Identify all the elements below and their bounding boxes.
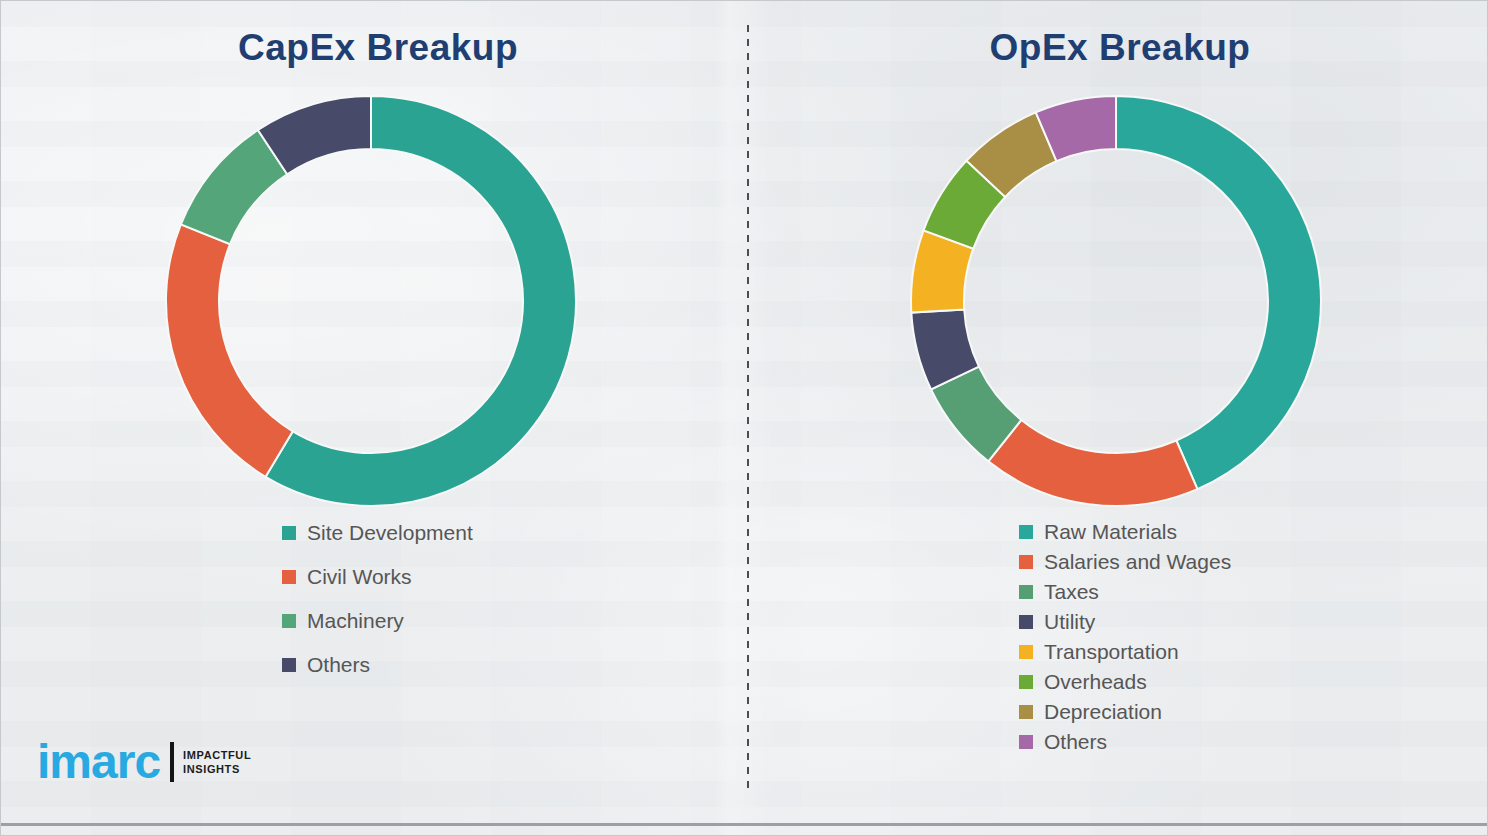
legend-swatch: [1019, 645, 1033, 659]
legend-label: Salaries and Wages: [1044, 550, 1231, 574]
donut-segment-civil-works: [166, 224, 293, 476]
legend-item: Salaries and Wages: [1019, 547, 1231, 577]
opex-donut-chart: [906, 91, 1326, 511]
opex-legend: Raw Materials Salaries and Wages Taxes Util…: [1019, 517, 1231, 757]
legend-label: Civil Works: [307, 565, 412, 589]
legend-label: Transportation: [1044, 640, 1179, 664]
legend-label: Others: [307, 653, 370, 677]
logo-tagline: IMPACTFUL INSIGHTS: [183, 748, 251, 777]
donut-segment-salaries-and-wages: [988, 420, 1197, 506]
legend-item: Site Development: [282, 511, 473, 555]
legend-item: Depreciation: [1019, 697, 1231, 727]
legend-item: Others: [1019, 727, 1231, 757]
divider-dashed-line: [747, 25, 749, 791]
legend-item: Others: [282, 643, 473, 687]
legend-swatch: [1019, 675, 1033, 689]
bottom-border-strip: [1, 823, 1487, 826]
legend-swatch: [1019, 585, 1033, 599]
legend-swatch: [282, 614, 296, 628]
legend-item: Taxes: [1019, 577, 1231, 607]
legend-item: Overheads: [1019, 667, 1231, 697]
legend-item: Raw Materials: [1019, 517, 1231, 547]
logo-tagline-line1: IMPACTFUL: [183, 748, 251, 762]
legend-item: Machinery: [282, 599, 473, 643]
capex-legend: Site Development Civil Works Machinery Othe…: [282, 511, 473, 687]
legend-label: Utility: [1044, 610, 1095, 634]
legend-swatch: [1019, 555, 1033, 569]
legend-swatch: [1019, 525, 1033, 539]
legend-swatch: [282, 526, 296, 540]
legend-swatch: [1019, 705, 1033, 719]
slide: CapEx Breakup OpEx Breakup Site Developm…: [0, 0, 1488, 836]
opex-chart-title: OpEx Breakup: [920, 27, 1320, 69]
legend-item: Utility: [1019, 607, 1231, 637]
legend-swatch: [1019, 735, 1033, 749]
legend-swatch: [282, 658, 296, 672]
donut-segment-raw-materials: [1116, 96, 1321, 489]
legend-label: Taxes: [1044, 580, 1099, 604]
legend-label: Site Development: [307, 521, 473, 545]
legend-label: Overheads: [1044, 670, 1147, 694]
capex-donut-chart: [161, 91, 581, 511]
legend-swatch: [282, 570, 296, 584]
imarc-logo-text: imarc: [37, 738, 160, 786]
legend-label: Machinery: [307, 609, 404, 633]
imarc-logo: imarc IMPACTFUL INSIGHTS: [37, 738, 251, 786]
legend-label: Depreciation: [1044, 700, 1162, 724]
logo-divider-bar: [170, 742, 174, 782]
legend-label: Others: [1044, 730, 1107, 754]
legend-item: Civil Works: [282, 555, 473, 599]
logo-tagline-line2: INSIGHTS: [183, 762, 251, 776]
legend-swatch: [1019, 615, 1033, 629]
capex-chart-title: CapEx Breakup: [178, 27, 578, 69]
legend-item: Transportation: [1019, 637, 1231, 667]
legend-label: Raw Materials: [1044, 520, 1177, 544]
